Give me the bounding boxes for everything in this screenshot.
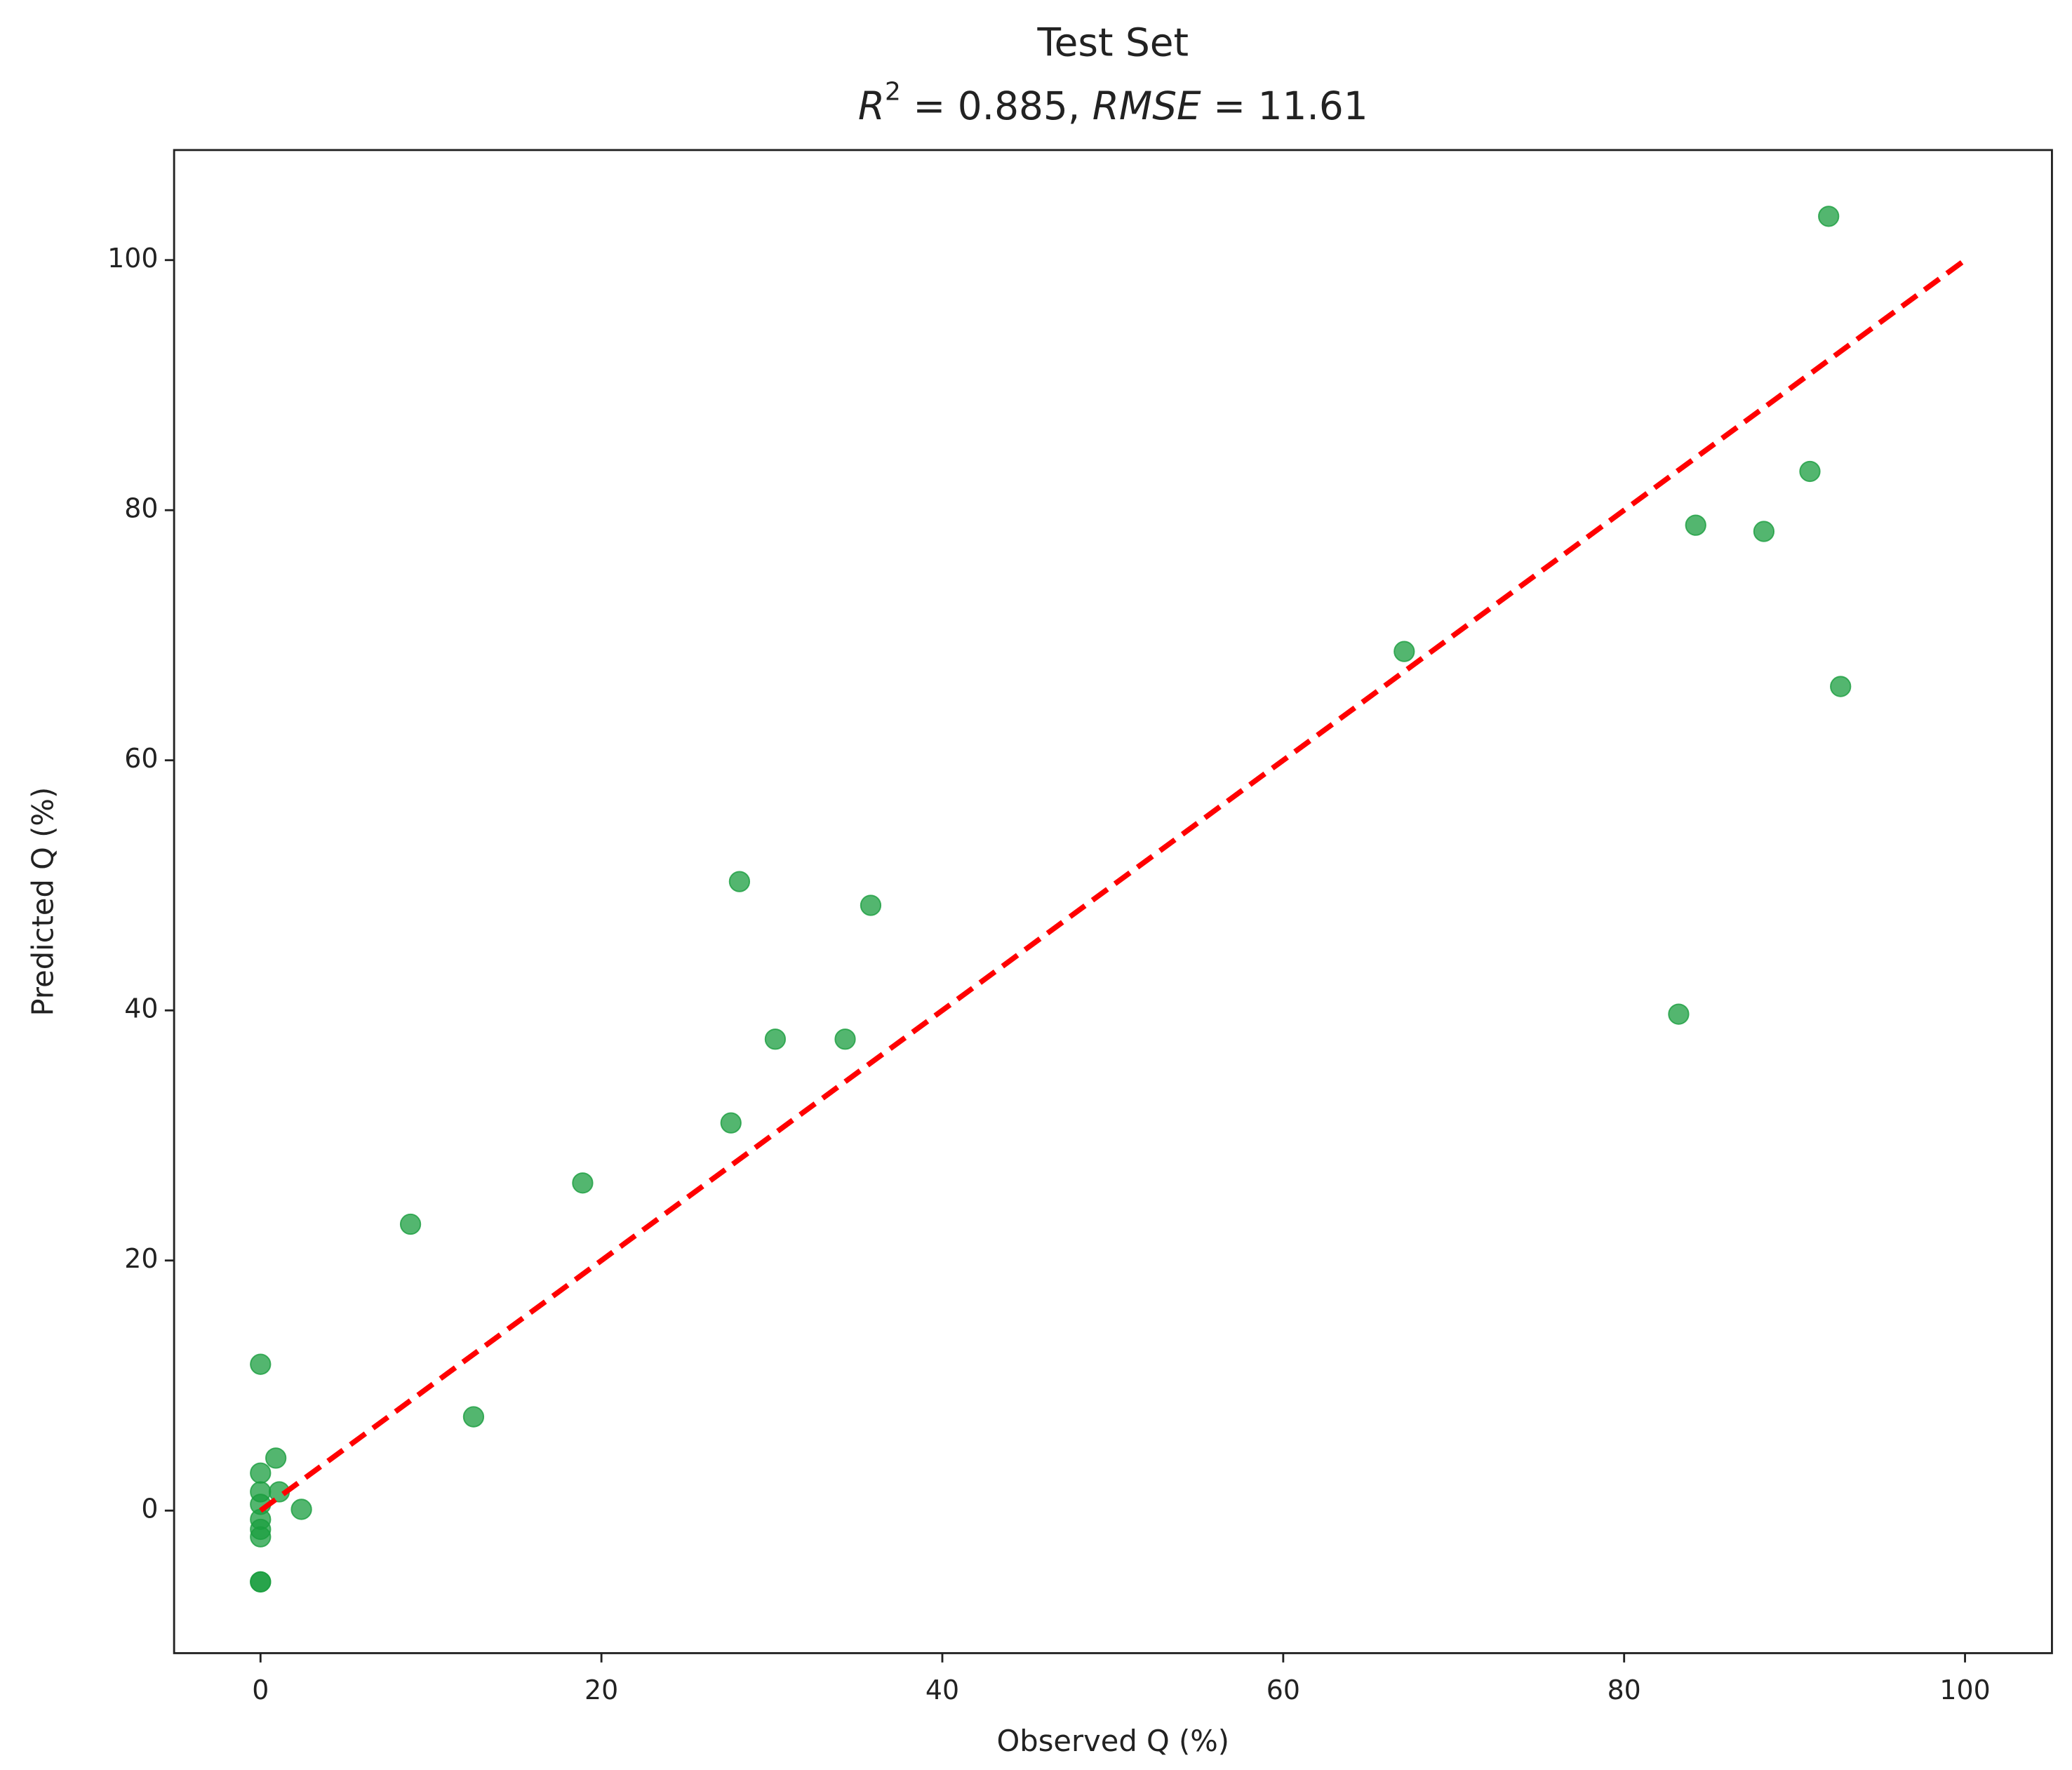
point xyxy=(1799,460,1821,483)
y-tick-label: 20 xyxy=(124,1243,158,1274)
chart-title: Test Set xyxy=(1036,20,1189,65)
point xyxy=(250,1462,272,1484)
x-axis-label: Observed Q (%) xyxy=(997,1724,1230,1758)
subtitle-part: 2 xyxy=(885,77,901,106)
x-tick-label: 20 xyxy=(584,1675,618,1705)
point xyxy=(290,1499,312,1520)
plot-frame xyxy=(173,149,2053,1654)
y-tick-label: 100 xyxy=(107,243,158,274)
y-tick-label: 0 xyxy=(141,1494,158,1524)
point xyxy=(462,1406,485,1428)
point xyxy=(250,1353,272,1375)
x-tick-label: 40 xyxy=(925,1675,959,1705)
point xyxy=(764,1028,787,1050)
point xyxy=(250,1571,272,1593)
y-tick-label: 40 xyxy=(124,993,158,1024)
x-tick-label: 80 xyxy=(1608,1675,1641,1705)
point xyxy=(1830,676,1852,697)
y-tick-label: 60 xyxy=(124,743,158,774)
point xyxy=(1668,1003,1690,1025)
x-tick-label: 100 xyxy=(1939,1675,1990,1705)
y-axis-label: Predicted Q (%) xyxy=(26,787,60,1017)
y-tick-label: 80 xyxy=(124,493,158,524)
point xyxy=(1753,521,1775,542)
point xyxy=(720,1112,742,1134)
subtitle-part: R xyxy=(858,83,885,128)
point xyxy=(1685,514,1706,536)
point xyxy=(1818,206,1840,227)
point xyxy=(265,1447,287,1469)
point xyxy=(572,1172,594,1194)
subtitle-part: RMSE xyxy=(1092,83,1201,128)
subtitle-part: = 0.885, xyxy=(901,83,1092,128)
chart-subtitle: R2 = 0.885, RMSE = 11.61 xyxy=(858,77,1368,128)
x-tick-label: 60 xyxy=(1266,1675,1300,1705)
subtitle-part: = 11.61 xyxy=(1201,83,1368,128)
reference-line xyxy=(259,257,1967,1513)
point xyxy=(399,1213,422,1235)
point xyxy=(834,1028,856,1050)
x-tick-label: 0 xyxy=(252,1675,269,1705)
point xyxy=(1393,641,1415,662)
point xyxy=(728,871,751,892)
point xyxy=(250,1526,272,1548)
point xyxy=(860,894,882,916)
